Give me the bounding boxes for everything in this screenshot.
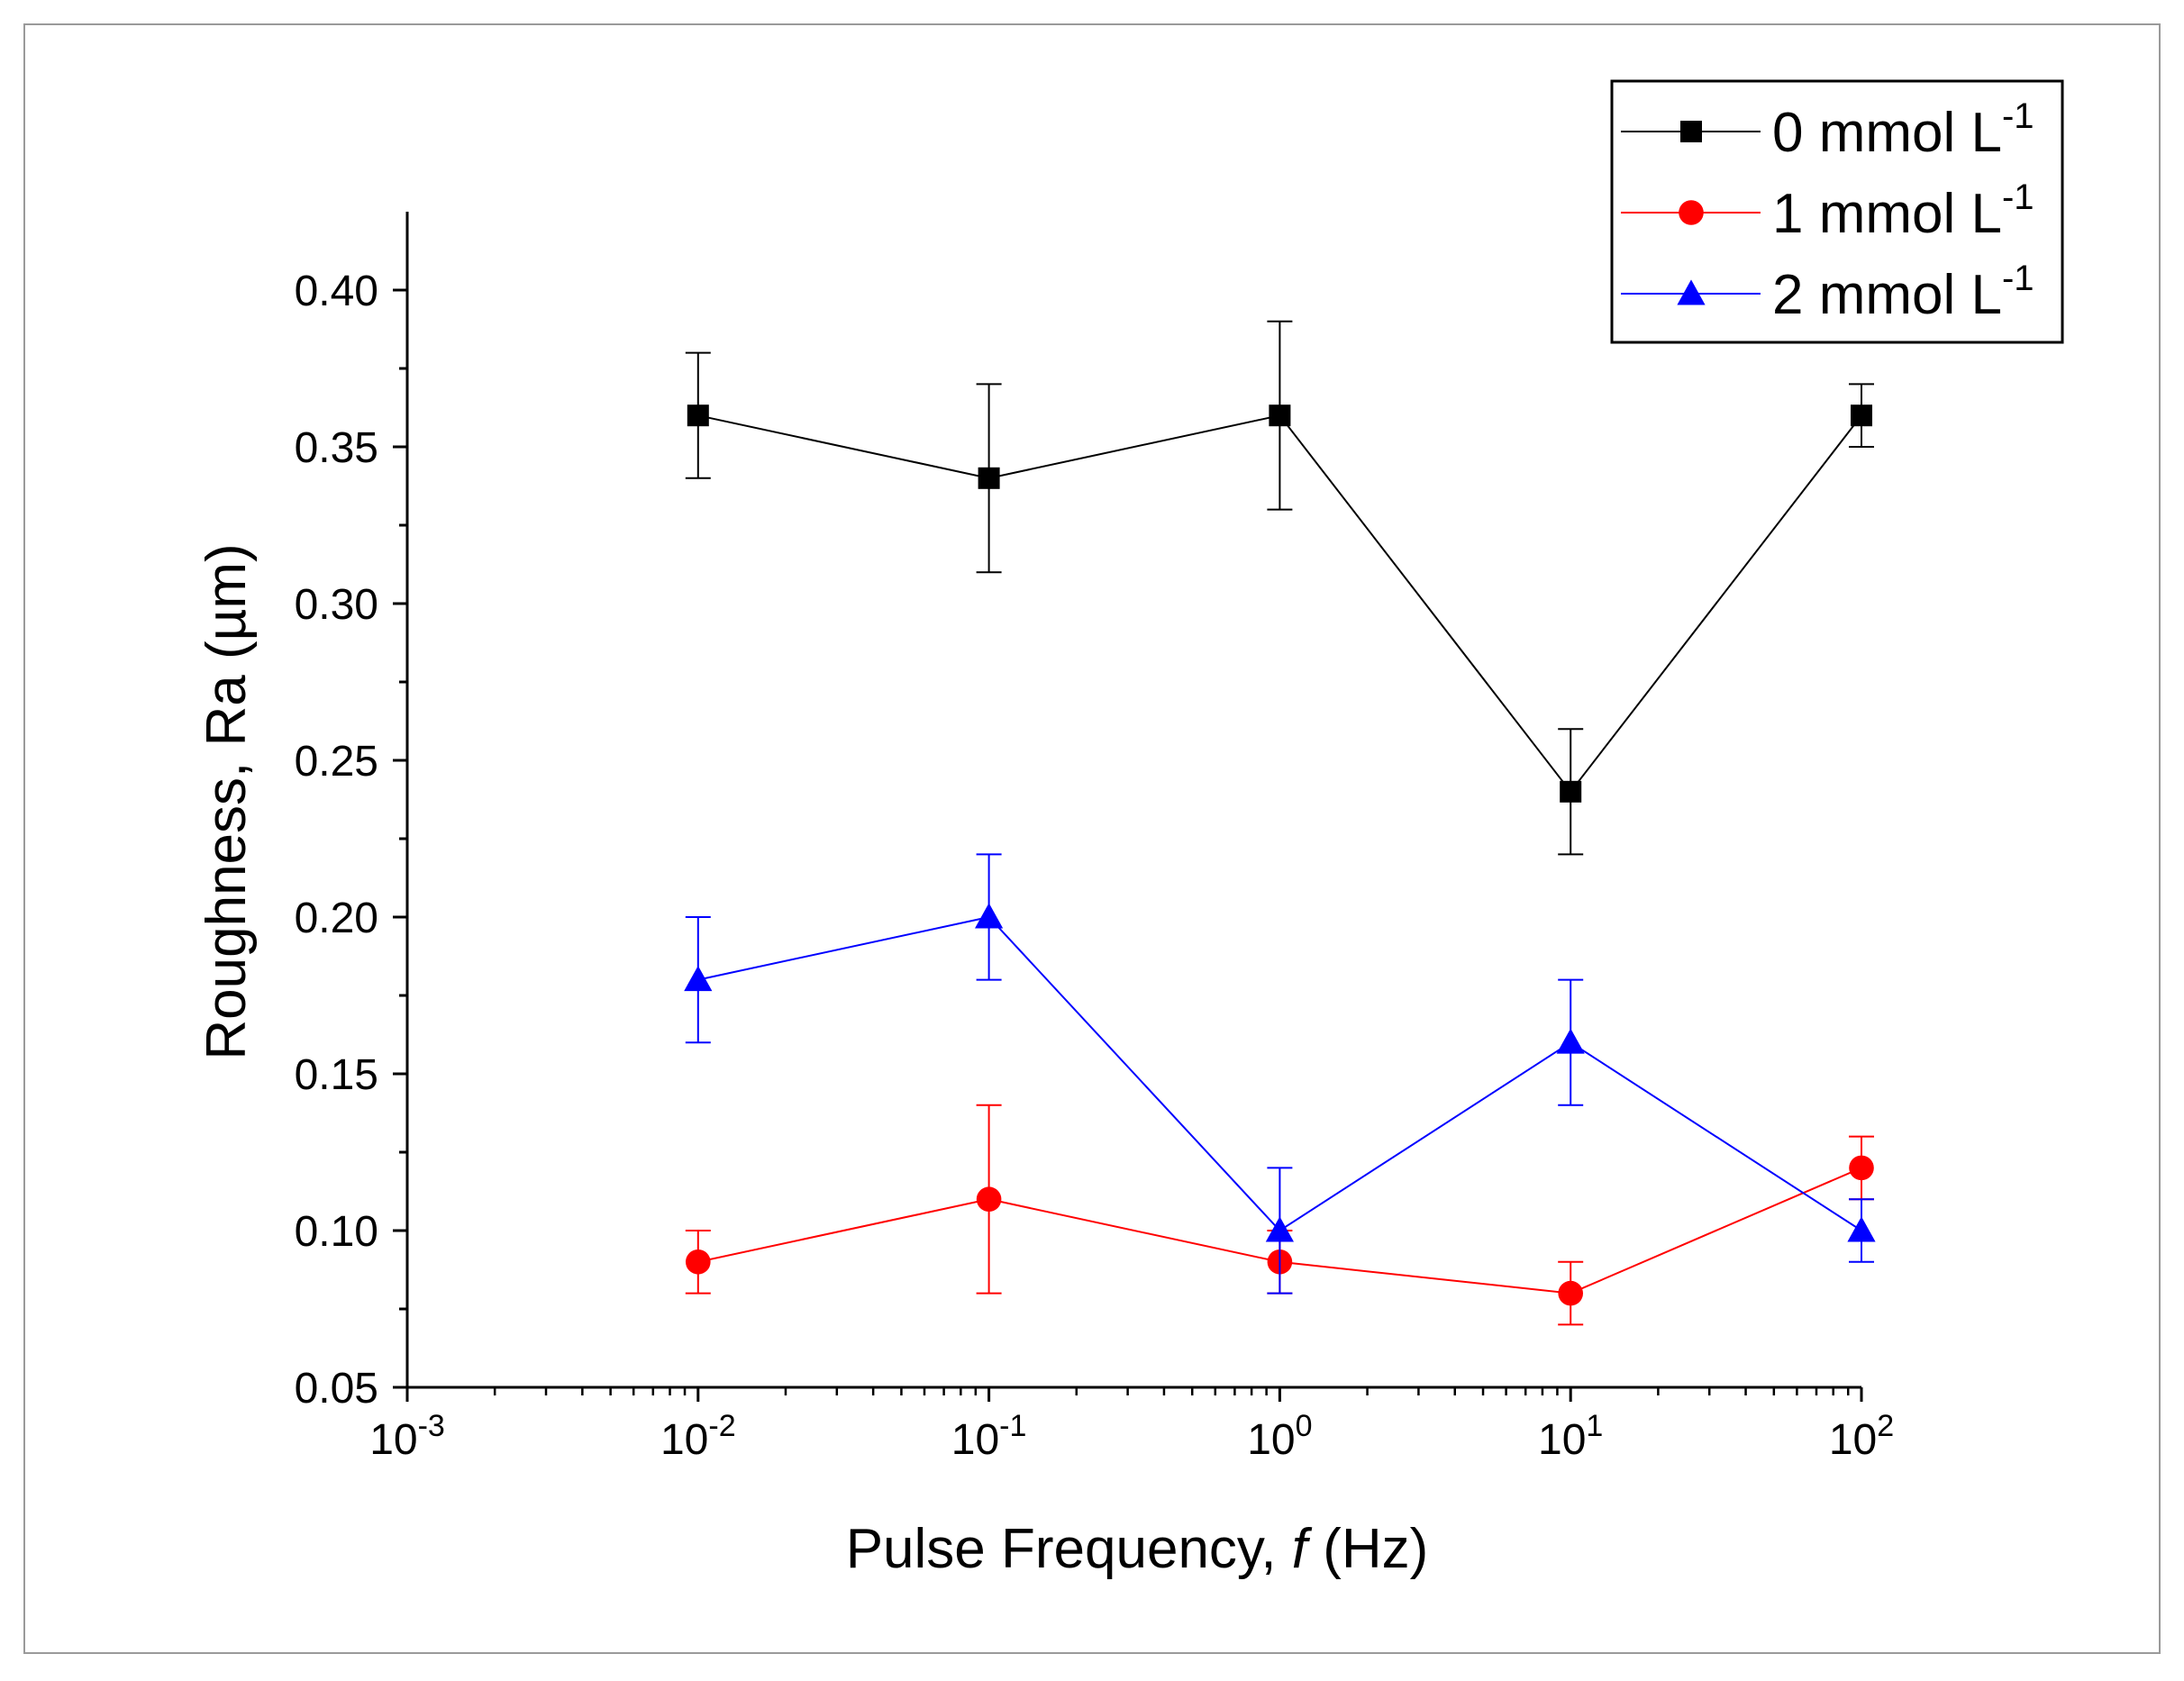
triangle-marker xyxy=(684,966,713,992)
square-marker xyxy=(1851,404,1872,427)
circle-marker xyxy=(976,1186,1002,1212)
square-marker xyxy=(1680,121,1702,142)
x-tick-label-base: 10 xyxy=(660,1416,708,1464)
y-tick-label: 0.35 xyxy=(295,424,378,472)
triangle-marker xyxy=(975,903,1004,929)
x-tick-label-base: 10 xyxy=(1538,1416,1586,1464)
legend-label: 2 mmol L-1 xyxy=(1772,259,2034,326)
x-axis-title: Pulse Frequency, f (Hz) xyxy=(846,1518,1429,1580)
x-tick-label-base: 10 xyxy=(1829,1416,1877,1464)
legend-label-exponent: -1 xyxy=(2002,96,2034,136)
legend: 0 mmol L-11 mmol L-12 mmol L-1 xyxy=(1610,79,2064,344)
x-tick-label-exponent: -1 xyxy=(999,1409,1026,1443)
x-axis-title-part1: Pulse Frequency, xyxy=(846,1518,1292,1580)
x-tick-label-base: 10 xyxy=(1247,1416,1295,1464)
square-marker xyxy=(1560,780,1582,803)
triangle-marker xyxy=(1847,1216,1876,1242)
circle-marker xyxy=(1849,1155,1874,1181)
circle-marker xyxy=(686,1249,711,1275)
y-tick-label: 0.40 xyxy=(295,268,378,315)
x-tick-label-exponent: -2 xyxy=(708,1409,735,1443)
x-tick-label-exponent: -3 xyxy=(418,1409,445,1443)
square-marker xyxy=(978,467,1000,489)
legend-label: 1 mmol L-1 xyxy=(1772,177,2034,245)
x-tick-label-base: 10 xyxy=(369,1416,417,1464)
triangle-marker xyxy=(1677,279,1706,305)
triangle-marker xyxy=(1556,1028,1585,1054)
x-tick-label: 10-2 xyxy=(660,1409,736,1464)
legend-label: 0 mmol L-1 xyxy=(1772,96,2034,164)
y-axis-title: Roughness, Ra (µm) xyxy=(196,543,258,1059)
y-tick-label: 0.15 xyxy=(295,1051,378,1099)
series-layer xyxy=(684,320,1876,1326)
series-2 xyxy=(684,853,1876,1295)
circle-marker xyxy=(1558,1280,1583,1306)
y-tick-label: 0.20 xyxy=(295,895,378,942)
circle-marker xyxy=(1679,200,1704,225)
y-tick-label: 0.30 xyxy=(295,581,378,629)
triangle-marker xyxy=(1265,1216,1294,1242)
square-marker xyxy=(1269,404,1291,427)
x-tick-label-exponent: 1 xyxy=(1586,1409,1603,1443)
legend-label-exponent: -1 xyxy=(2002,259,2034,298)
legend-label-text: 2 mmol L xyxy=(1772,264,2002,326)
x-tick-label: 102 xyxy=(1829,1409,1894,1464)
x-tick-label: 100 xyxy=(1247,1409,1312,1464)
x-tick-label: 10-3 xyxy=(369,1409,445,1464)
series-0 xyxy=(685,320,1874,856)
x-tick-label-exponent: 0 xyxy=(1296,1409,1313,1443)
y-tick-label: 0.05 xyxy=(295,1365,378,1413)
y-tick-label: 0.25 xyxy=(295,738,378,786)
legend-label-exponent: -1 xyxy=(2002,177,2034,217)
x-tick-label: 101 xyxy=(1538,1409,1603,1464)
x-axis-title-part2: (Hz) xyxy=(1307,1518,1428,1580)
x-tick-label: 10-1 xyxy=(951,1409,1027,1464)
legend-label-text: 0 mmol L xyxy=(1772,102,2002,164)
legend-label-text: 1 mmol L xyxy=(1772,183,2002,245)
y-tick-label: 0.10 xyxy=(295,1208,378,1256)
x-tick-label-base: 10 xyxy=(951,1416,999,1464)
x-tick-label-exponent: 2 xyxy=(1877,1409,1894,1443)
square-marker xyxy=(687,404,709,427)
